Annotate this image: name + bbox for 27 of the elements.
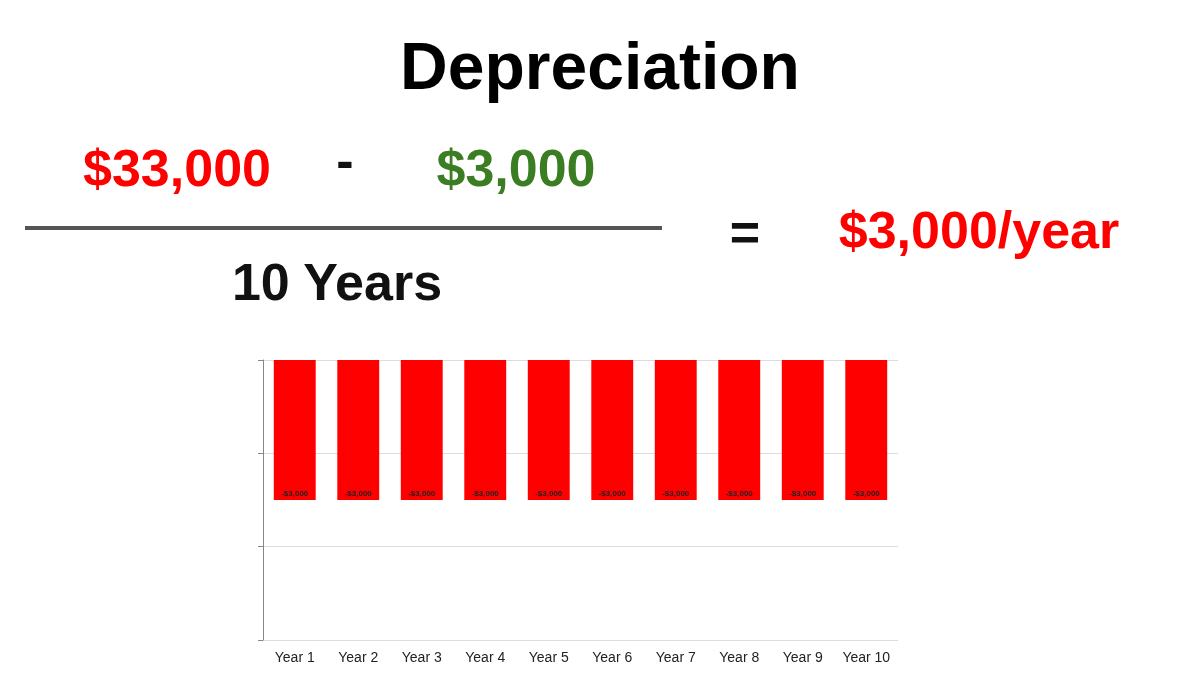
chart-title: Depreciation xyxy=(400,29,800,103)
x-tick-label: Year 2 xyxy=(338,649,379,665)
data-label: -$3,000 xyxy=(535,488,563,498)
x-tick-label: Year 5 xyxy=(528,649,569,665)
text: $3,000/year xyxy=(838,201,1120,259)
data-label: -$3,000 xyxy=(281,488,309,498)
x-tick-label: Year 1 xyxy=(274,649,315,665)
text: $3,000 xyxy=(436,139,596,197)
data-label: -$3,000 xyxy=(344,488,373,498)
data-label: -$3,000 xyxy=(725,488,754,498)
text: - xyxy=(336,131,354,189)
data-label: -$3,000 xyxy=(662,488,690,498)
data-label: -$3,000 xyxy=(471,488,500,498)
text: $33,000 xyxy=(83,139,271,197)
x-tick-label: Year 7 xyxy=(655,649,696,665)
x-tick-label: Year 10 xyxy=(842,649,891,665)
x-tick-label: Year 3 xyxy=(401,649,442,665)
x-tick-label: Year 8 xyxy=(719,649,760,665)
data-label: -$3,000 xyxy=(598,488,627,498)
x-tick-label: Year 6 xyxy=(592,649,633,665)
x-tick-label: Year 4 xyxy=(465,649,506,665)
text: 10 Years xyxy=(231,253,443,311)
data-label: -$3,000 xyxy=(408,488,436,498)
text: = xyxy=(729,203,761,261)
x-tick-label: Year 9 xyxy=(782,649,823,665)
data-label: -$3,000 xyxy=(852,488,881,498)
data-label: -$3,000 xyxy=(789,488,817,498)
